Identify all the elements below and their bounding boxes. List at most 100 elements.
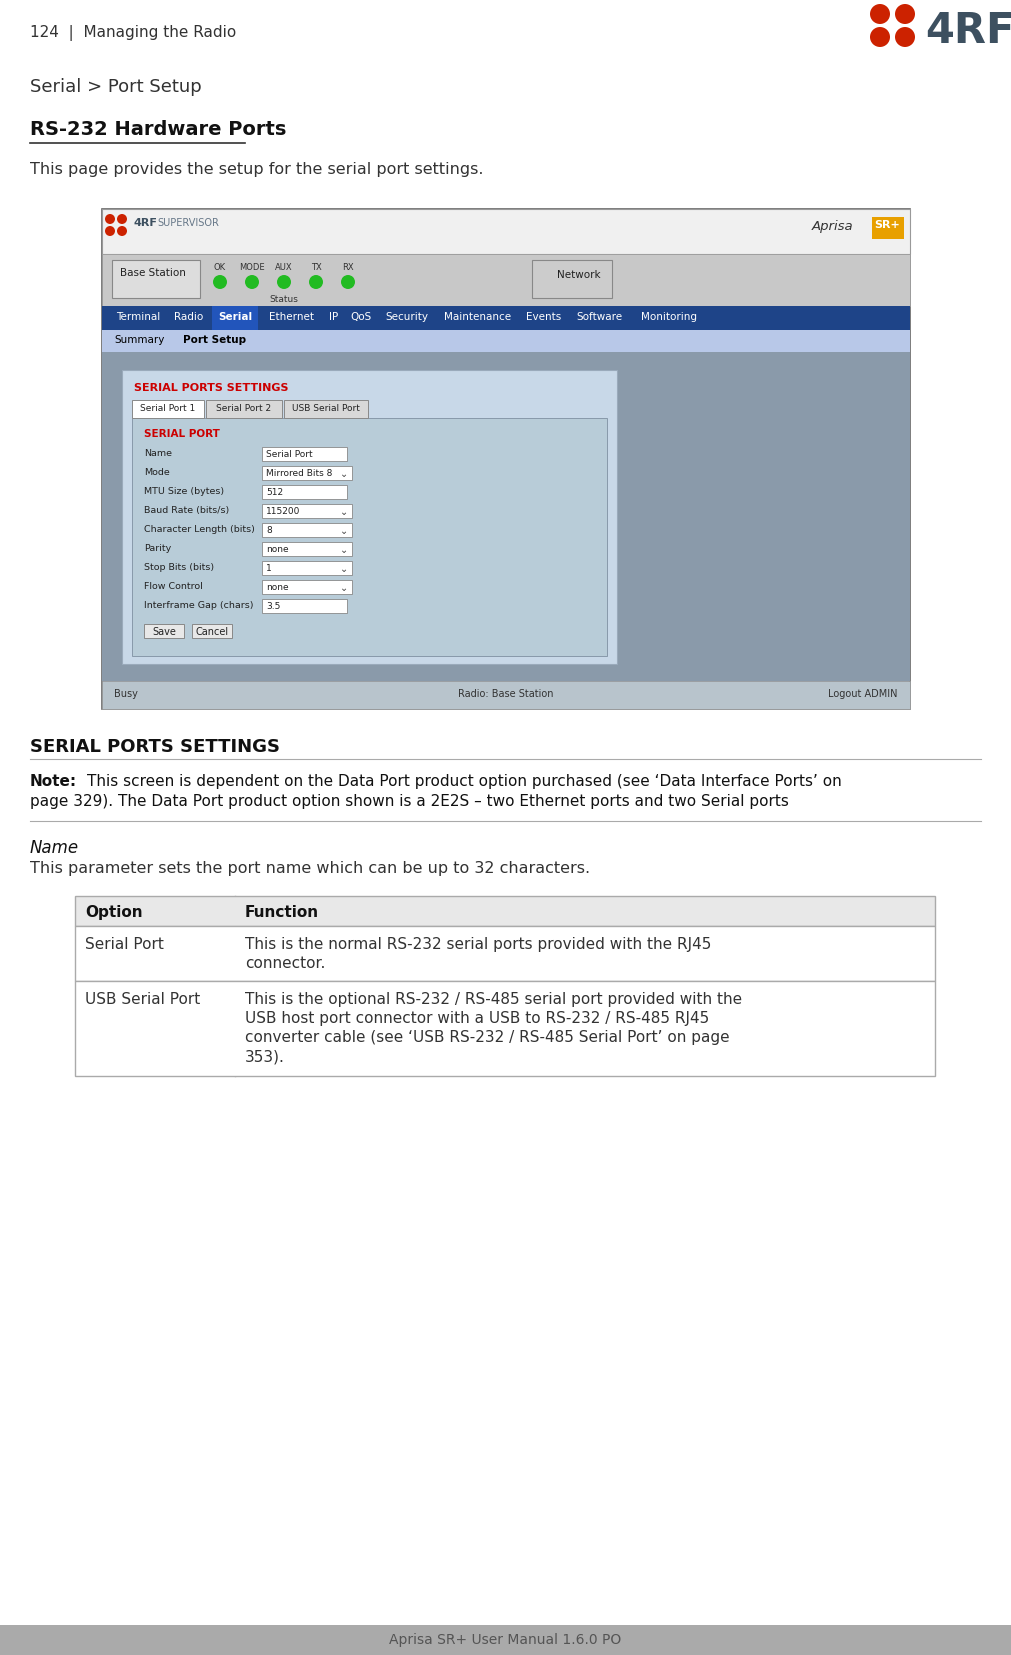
Text: Busy: Busy [114, 688, 137, 698]
Text: Events: Events [527, 311, 562, 321]
Text: Mirrored Bits 8: Mirrored Bits 8 [266, 468, 333, 478]
Bar [122, 371, 617, 665]
Text: none: none [266, 544, 288, 554]
Circle shape [895, 28, 915, 48]
Circle shape [309, 276, 323, 290]
Circle shape [870, 5, 890, 25]
Text: Name: Name [144, 449, 172, 458]
Text: Port Setup: Port Setup [183, 334, 246, 344]
Bar [262, 543, 352, 556]
Text: QoS: QoS [351, 311, 372, 321]
Text: Function: Function [245, 904, 319, 920]
Text: Interframe Gap (chars): Interframe Gap (chars) [144, 601, 254, 609]
Text: Summary: Summary [114, 334, 165, 344]
Bar [872, 218, 904, 240]
Bar [0, 1625, 1011, 1655]
Bar [102, 682, 910, 710]
Bar [102, 210, 910, 255]
Text: Name: Name [30, 839, 79, 857]
Circle shape [895, 5, 915, 25]
Text: Maintenance: Maintenance [445, 311, 512, 321]
Text: ⌄: ⌄ [340, 564, 348, 574]
Bar [132, 401, 204, 419]
Bar [532, 261, 612, 300]
Text: Character Length (bits): Character Length (bits) [144, 525, 255, 533]
Text: Aprisa SR+ User Manual 1.6.0 PO: Aprisa SR+ User Manual 1.6.0 PO [389, 1632, 621, 1647]
Text: none: none [266, 583, 288, 591]
Text: USB host port connector with a USB to RS-232 / RS-485 RJ45: USB host port connector with a USB to RS… [245, 1011, 710, 1026]
Bar [192, 624, 232, 639]
Text: Serial Port 2: Serial Port 2 [216, 404, 272, 412]
Text: Base Station: Base Station [120, 268, 186, 278]
Text: Monitoring: Monitoring [641, 311, 697, 321]
Bar [212, 306, 258, 331]
Circle shape [341, 276, 355, 290]
Bar [262, 505, 352, 518]
Text: Ethernet: Ethernet [269, 311, 313, 321]
Bar [102, 331, 910, 353]
Text: IP: IP [330, 311, 339, 321]
Text: Serial Port: Serial Port [85, 937, 164, 952]
Text: 4RF: 4RF [134, 218, 158, 228]
Text: USB Serial Port: USB Serial Port [292, 404, 360, 412]
Circle shape [117, 215, 127, 225]
Bar [262, 599, 347, 614]
Bar [262, 561, 352, 576]
Text: ⌄: ⌄ [340, 544, 348, 554]
Text: 1: 1 [266, 564, 272, 573]
Text: This screen is dependent on the Data Port product option purchased (see ‘Data In: This screen is dependent on the Data Por… [87, 773, 842, 788]
Text: OK: OK [214, 263, 226, 271]
Bar [75, 981, 935, 1076]
Text: 124  |  Managing the Radio: 124 | Managing the Radio [30, 25, 237, 41]
Text: Network: Network [557, 270, 601, 280]
Text: AUX: AUX [275, 263, 293, 271]
Text: Security: Security [385, 311, 429, 321]
Bar [102, 210, 910, 710]
Text: Serial Port 1: Serial Port 1 [141, 404, 195, 412]
Text: RS-232 Hardware Ports: RS-232 Hardware Ports [30, 119, 286, 139]
Text: MODE: MODE [240, 263, 265, 271]
Text: Radio: Base Station: Radio: Base Station [458, 688, 554, 698]
Circle shape [213, 276, 227, 290]
Text: Note:: Note: [30, 773, 77, 788]
Bar [262, 581, 352, 594]
Text: 3.5: 3.5 [266, 602, 280, 611]
Text: Status: Status [270, 295, 298, 305]
Bar [144, 624, 184, 639]
Circle shape [245, 276, 259, 290]
Text: Terminal: Terminal [116, 311, 160, 321]
Bar [112, 261, 200, 300]
Text: SERIAL PORT: SERIAL PORT [144, 429, 219, 439]
Text: ⌄: ⌄ [340, 526, 348, 536]
Text: 8: 8 [266, 526, 272, 535]
Text: SUPERVISOR: SUPERVISOR [157, 218, 218, 228]
Text: Aprisa: Aprisa [812, 220, 853, 233]
Bar [102, 353, 910, 682]
Circle shape [105, 215, 115, 225]
Text: TX: TX [310, 263, 321, 271]
Bar [262, 485, 347, 500]
Bar [75, 927, 935, 981]
Text: USB Serial Port: USB Serial Port [85, 991, 200, 1006]
Text: ⌄: ⌄ [340, 468, 348, 478]
Text: ⌄: ⌄ [340, 506, 348, 516]
Text: SERIAL PORTS SETTINGS: SERIAL PORTS SETTINGS [134, 382, 288, 392]
Text: Radio: Radio [174, 311, 203, 321]
Text: Logout ADMIN: Logout ADMIN [828, 688, 898, 698]
Bar [284, 401, 368, 419]
Text: Flow Control: Flow Control [144, 581, 203, 591]
Text: 115200: 115200 [266, 506, 300, 516]
Text: Serial: Serial [218, 311, 252, 321]
Text: MTU Size (bytes): MTU Size (bytes) [144, 487, 224, 496]
Text: 512: 512 [266, 488, 283, 496]
Text: Serial > Port Setup: Serial > Port Setup [30, 78, 202, 96]
Bar [810, 218, 900, 240]
Text: Software: Software [576, 311, 622, 321]
Text: This parameter sets the port name which can be up to 32 characters.: This parameter sets the port name which … [30, 861, 590, 875]
Text: Stop Bits (bits): Stop Bits (bits) [144, 563, 214, 571]
Text: converter cable (see ‘USB RS-232 / RS-485 Serial Port’ on page: converter cable (see ‘USB RS-232 / RS-48… [245, 1029, 730, 1044]
Circle shape [105, 227, 115, 237]
Text: This is the normal RS-232 serial ports provided with the RJ45: This is the normal RS-232 serial ports p… [245, 937, 712, 952]
Text: Serial Port: Serial Port [266, 450, 312, 458]
Bar [75, 897, 935, 927]
